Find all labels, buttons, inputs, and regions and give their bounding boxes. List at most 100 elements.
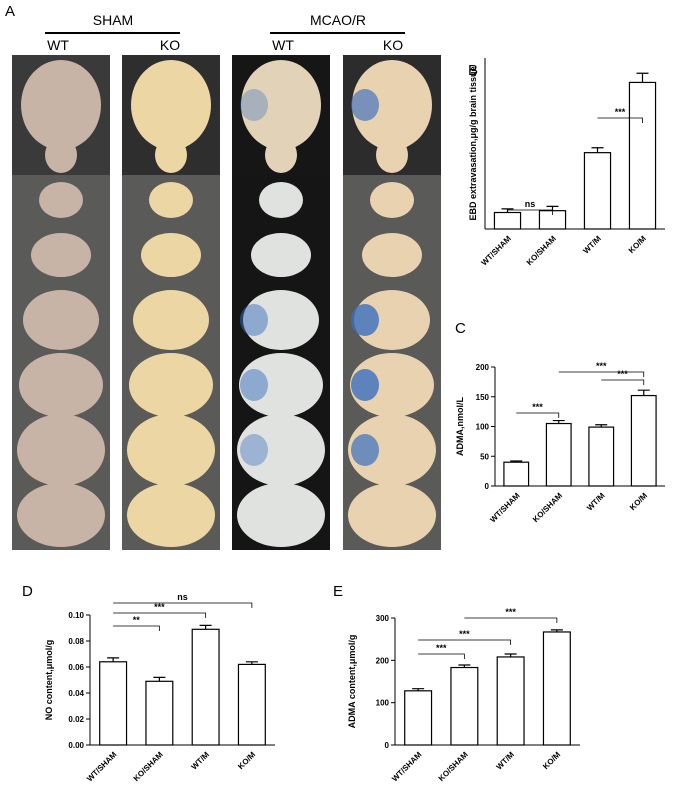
y-tick-label: 0.10 [68,611,84,620]
brain-slice [23,290,99,350]
brain [241,60,321,150]
x-tick-label: WT/M [190,750,212,772]
y-tick-label: 0.02 [68,715,84,724]
x-tick-label: WT/SHAM [488,491,522,525]
error-bar [636,72,649,83]
significance-label: *** [615,107,626,117]
bar [145,680,174,746]
x-tick-label: KO/SHAM [531,491,564,524]
brain [21,60,101,150]
brain-slice [251,233,311,277]
x-tick-label: WT/SHAM [480,234,514,268]
x-tick-label: WT/M [585,491,607,513]
group-label: MCAO/R [310,12,366,28]
y-tick-label: 100 [376,699,390,708]
error-bar [107,657,120,662]
column-label: KO [160,37,180,53]
significance-bracket [507,209,553,215]
panel-label: C [455,320,466,337]
significance-label: *** [617,369,628,379]
brain-slice [259,182,303,218]
dye-stain [351,304,379,336]
y-tick-label: 0.04 [68,689,84,698]
panel-label: D [22,583,33,600]
y-tick-label: 0.08 [68,637,84,646]
bar [404,690,433,746]
brain-photos [12,55,441,550]
bar [545,422,572,487]
significance-bracket [516,412,560,418]
bar [583,152,612,230]
brain-slice [39,182,83,218]
group-label: SHAM [93,12,133,28]
brain [352,60,432,150]
y-tick-label: 50 [480,452,489,461]
significance-label: ** [133,615,141,625]
brain-slice [348,414,436,486]
x-tick-label: KO/M [628,491,649,512]
bar [493,211,522,230]
panel-label: A [5,3,15,20]
bar [496,656,525,746]
column-label: KO [383,37,403,53]
brain-slice [127,483,215,547]
brain-slice [350,353,434,417]
y-tick-label: 150 [476,393,490,402]
x-tick-label: WT/SHAM [390,750,424,784]
brain-slice [129,353,213,417]
dye-stain [351,434,379,466]
x-tick-label: WT/M [495,750,517,772]
significance-bracket [113,602,253,608]
x-tick-label: WT/SHAM [85,750,119,784]
significance-bracket [464,617,558,623]
error-bar [153,676,166,682]
bar [237,663,266,746]
y-tick-label: 0 [485,482,490,491]
bar [191,628,220,746]
error-bar [199,624,212,630]
brain-slice [237,483,325,547]
brain-slice [149,182,193,218]
panel-label: B [468,62,478,79]
y-tick-label: 100 [476,423,490,432]
brain-slice [243,290,319,350]
significance-label: *** [436,643,447,653]
x-tick-label: KO/M [236,750,257,771]
y-axis-label: ADMA,nmol/L [455,397,465,456]
dye-stain [351,89,379,121]
x-tick-label: KO/SHAM [437,750,470,783]
y-tick-label: 300 [376,614,390,623]
error-bar [501,208,514,213]
error-bar [504,653,517,657]
significance-label: *** [596,361,607,371]
brain-stem [45,137,77,173]
y-axis-label: EBD extravasation,μg/g brain tissue [468,66,478,220]
bar [99,661,128,746]
significance-bracket [418,653,465,659]
brain-slice [17,414,105,486]
significance-label: ns [525,199,536,209]
error-bar [245,661,258,665]
brain-slice [354,290,430,350]
bar [628,81,657,230]
x-tick-label: KO/SHAM [525,234,558,267]
error-bar [552,419,565,424]
brain-slice [19,353,103,417]
bar [450,666,479,746]
bar [630,394,657,487]
dye-stain [240,89,268,121]
significance-bracket [113,625,160,631]
significance-bracket [597,117,643,123]
column-label: WT [272,37,294,53]
brain-slice [133,290,209,350]
brain-slice [370,182,414,218]
dye-stain [240,304,268,336]
y-axis-label: NO content,μmol/g [44,640,54,721]
x-tick-label: KO/M [541,750,562,771]
column-label: WT [47,37,69,53]
brain-slice [348,483,436,547]
brain-slice [31,233,91,277]
y-tick-label: 0.00 [68,741,84,750]
error-bar [591,147,604,153]
